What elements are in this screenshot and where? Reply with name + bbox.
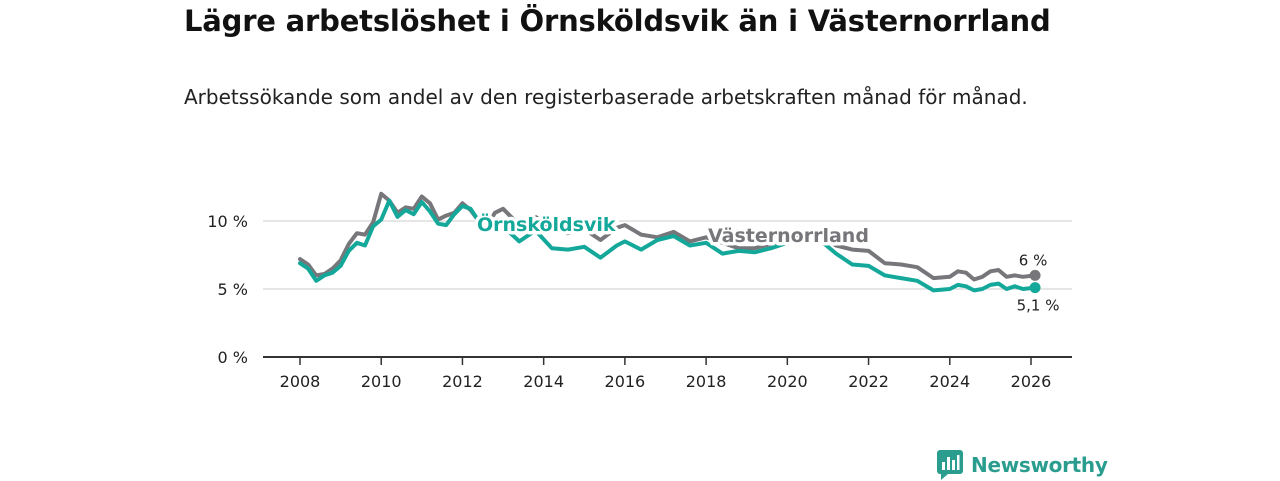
- brand-name: Newsworthy: [971, 453, 1108, 477]
- series-labels: 6 % 5,1 % Örnsköldsvik Västernorrland: [474, 209, 1060, 315]
- end-point-ornskoldsvik: [1029, 282, 1041, 294]
- series-name-label-vasternorrland: Västernorrland: [708, 225, 869, 247]
- x-tick-label: 2022: [848, 372, 889, 391]
- newsworthy-logo-icon: [937, 450, 963, 480]
- x-tick-label: 2026: [1011, 372, 1052, 391]
- x-tick-label: 2024: [929, 372, 970, 391]
- axes: 0 % 5 % 10 % 2008 2010 2012 2014 2016 2018 2020 20…: [207, 212, 1072, 391]
- series-line-ornskoldsvik: [298, 198, 1038, 293]
- x-tick-label: 2018: [686, 372, 727, 391]
- y-tick-label: 10 %: [207, 212, 248, 231]
- x-tick-label: 2008: [280, 372, 321, 391]
- chart-title: Lägre arbetslöshet i Örnsköldsvik än i V…: [184, 4, 1051, 38]
- series-name-label-ornskoldsvik: Örnsköldsvik: [477, 212, 616, 236]
- end-point-vasternorrland: [1029, 269, 1041, 281]
- x-tick-label: 2016: [605, 372, 646, 391]
- y-tick-label: 0 %: [218, 348, 248, 367]
- y-tick-label: 5 %: [218, 280, 248, 299]
- end-value-label: 6 %: [1019, 251, 1048, 269]
- series-line-vasternorrland: [298, 191, 1038, 282]
- series-lines: [298, 191, 1041, 294]
- end-value-label: 5,1 %: [1017, 297, 1060, 315]
- x-tick-label: 2010: [361, 372, 402, 391]
- chart-subtitle: Arbetssökande som andel av den registerb…: [184, 85, 1028, 109]
- x-tick-label: 2014: [523, 372, 564, 391]
- gridlines: [263, 220, 1072, 290]
- x-tick-label: 2012: [442, 372, 483, 391]
- brand-logo: Newsworthy: [937, 449, 1108, 481]
- x-tick-label: 2020: [767, 372, 808, 391]
